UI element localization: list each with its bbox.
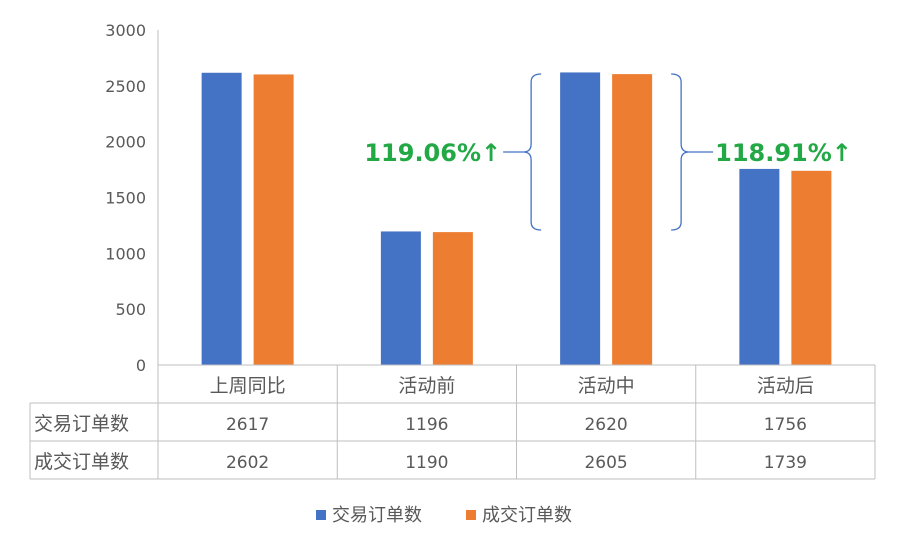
category-label: 活动中 bbox=[578, 375, 635, 397]
y-tick-label: 1000 bbox=[105, 244, 146, 263]
legend-label: 成交订单数 bbox=[482, 505, 572, 526]
series-row-label: 成交订单数 bbox=[34, 451, 129, 473]
bar-trade-0 bbox=[201, 72, 242, 365]
legend-swatch bbox=[466, 510, 476, 520]
table-value: 1739 bbox=[764, 453, 807, 473]
table-value: 2620 bbox=[584, 415, 627, 435]
legend: 交易订单数 成交订单数 bbox=[316, 505, 572, 526]
annotations: 119.06%↑ 118.91%↑ bbox=[364, 73, 852, 231]
left-bracket bbox=[523, 73, 542, 231]
growth-label-after: 118.91%↑ bbox=[715, 139, 852, 167]
category-label: 上周同比 bbox=[210, 375, 286, 397]
table-value: 1756 bbox=[764, 415, 807, 435]
bar-trade-3 bbox=[739, 168, 780, 365]
series-row-label: 交易订单数 bbox=[34, 413, 129, 435]
growth-label-during: 119.06%↑ bbox=[364, 139, 501, 167]
table-value: 2602 bbox=[226, 453, 269, 473]
bar-deal-1 bbox=[432, 232, 473, 365]
bars bbox=[201, 72, 832, 366]
y-tick-label: 2500 bbox=[105, 77, 146, 96]
bar-deal-0 bbox=[253, 74, 294, 366]
bar-deal-2 bbox=[612, 74, 653, 365]
legend-label: 交易订单数 bbox=[332, 505, 422, 526]
y-tick-label: 1500 bbox=[105, 189, 146, 208]
bar-trade-1 bbox=[380, 231, 421, 365]
category-label: 活动后 bbox=[757, 375, 814, 397]
table-value: 2617 bbox=[226, 415, 269, 435]
table-value: 1190 bbox=[405, 453, 448, 473]
bar-deal-3 bbox=[791, 170, 832, 365]
bar-trade-2 bbox=[560, 72, 601, 365]
y-tick-label: 3000 bbox=[105, 21, 146, 40]
y-axis: 0 500 1000 1500 2000 2500 3000 bbox=[105, 21, 159, 375]
right-bracket bbox=[671, 73, 690, 231]
y-tick-label: 0 bbox=[136, 356, 146, 375]
category-label: 活动前 bbox=[398, 375, 455, 397]
legend-swatch bbox=[316, 510, 326, 520]
y-tick-label: 2000 bbox=[105, 133, 146, 152]
y-tick-label: 500 bbox=[115, 300, 146, 319]
table-value: 2605 bbox=[584, 453, 627, 473]
table-value: 1196 bbox=[405, 415, 448, 435]
